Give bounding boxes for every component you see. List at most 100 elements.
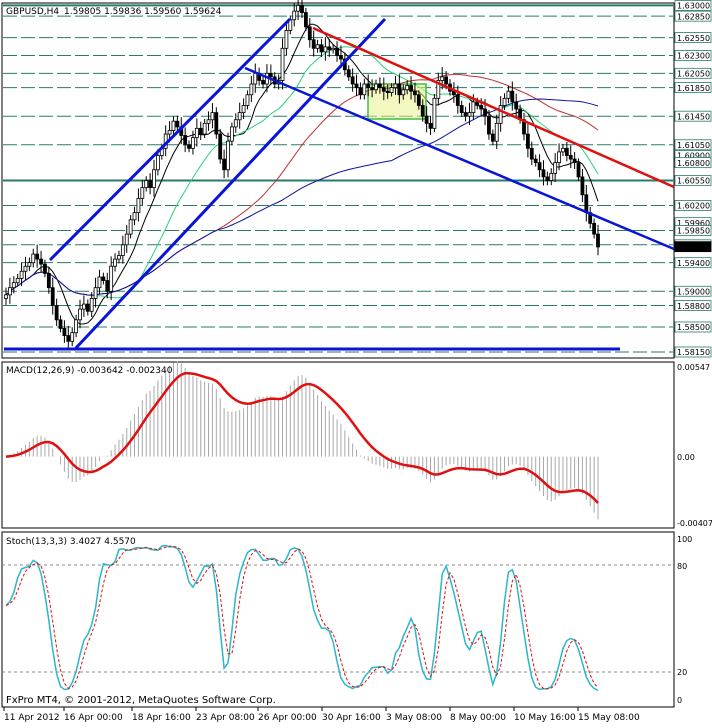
svg-text:1.60550: 1.60550 <box>677 177 710 186</box>
candle <box>113 253 117 272</box>
macd-panel[interactable] <box>1 361 675 529</box>
svg-text:1.59960: 1.59960 <box>677 219 710 228</box>
candle <box>424 106 429 133</box>
candle <box>362 78 367 100</box>
candle <box>487 109 491 140</box>
candle <box>537 154 542 178</box>
down-trendline[interactable] <box>244 66 675 251</box>
candle <box>226 132 230 178</box>
candle <box>397 74 402 104</box>
candle <box>296 0 301 21</box>
stoch-tick-20: 20 <box>677 668 687 677</box>
candle <box>572 151 577 170</box>
channel-upper-line[interactable] <box>48 17 292 262</box>
time-label: 30 Apr 16:00 <box>322 713 381 723</box>
candle <box>175 115 180 132</box>
time-label: 23 Apr 08:00 <box>196 713 255 723</box>
candle <box>35 244 40 268</box>
candle <box>19 262 24 287</box>
candle <box>171 116 176 135</box>
candle <box>11 276 16 294</box>
candle <box>194 118 199 147</box>
candle <box>109 256 114 301</box>
candle <box>183 127 188 153</box>
candle <box>206 111 211 131</box>
candle <box>494 114 499 150</box>
svg-text:1.62550: 1.62550 <box>677 34 710 43</box>
stoch-tick-0: 0 <box>677 696 682 705</box>
price-label: 1.58500 <box>674 321 712 333</box>
price-label: 1.59400 <box>674 257 712 269</box>
macd-tick-bottom: -0.00407 <box>677 519 712 528</box>
candle <box>366 74 371 97</box>
svg-text:1.62850: 1.62850 <box>677 12 710 21</box>
svg-text:1.61450: 1.61450 <box>677 112 710 121</box>
stoch-panel[interactable] <box>1 531 675 708</box>
candle <box>27 257 32 271</box>
candle <box>545 171 550 186</box>
candle <box>78 299 82 329</box>
candle <box>506 85 511 104</box>
candle <box>101 272 106 285</box>
candle <box>307 17 312 48</box>
candle <box>420 99 425 122</box>
candle <box>50 277 55 315</box>
candle <box>292 3 297 27</box>
candle <box>132 206 137 226</box>
candle <box>124 225 129 253</box>
candle <box>311 30 316 57</box>
candle <box>245 90 250 110</box>
candle <box>401 84 406 100</box>
candle <box>564 141 569 162</box>
candle <box>385 84 390 99</box>
candle <box>350 68 355 92</box>
candle <box>4 287 8 305</box>
price-label: 1.63000 <box>674 0 712 11</box>
time-label: 8 May 00:00 <box>450 713 506 723</box>
candle <box>15 273 20 287</box>
candle <box>561 143 565 156</box>
svg-text:1.61850: 1.61850 <box>677 84 710 93</box>
svg-text:1.58800: 1.58800 <box>677 302 710 311</box>
candle <box>541 160 546 186</box>
candle <box>432 94 437 133</box>
candle <box>557 143 561 171</box>
candle <box>191 130 195 155</box>
svg-text:1.62050: 1.62050 <box>677 70 710 79</box>
candle <box>319 39 324 58</box>
channel-lower-line[interactable] <box>73 17 387 351</box>
candle <box>370 79 375 98</box>
stoch-main-line <box>5 544 599 692</box>
svg-text:1.59850: 1.59850 <box>677 227 710 236</box>
macd-tick-zero: 0.00 <box>677 453 695 462</box>
candle <box>303 7 308 32</box>
candle <box>510 81 515 111</box>
candle <box>502 93 507 111</box>
candle <box>459 100 464 117</box>
candle <box>218 128 223 164</box>
resistance-trendline[interactable] <box>312 26 675 189</box>
candle <box>268 64 273 85</box>
candle <box>144 176 149 192</box>
price-candles <box>4 0 600 350</box>
current-price-label: 1.59624 <box>674 241 712 253</box>
svg-text:1.59624: 1.59624 <box>677 243 710 252</box>
time-label: 10 May 16:00 <box>514 713 576 723</box>
time-label: 18 Apr 16:00 <box>132 713 191 723</box>
time-axis: 11 Apr 2012 16 Apr 00:00 18 Apr 16:00 23 Ap… <box>3 707 640 723</box>
time-label: 11 Apr 2012 <box>4 713 60 723</box>
candle <box>202 118 207 139</box>
candle <box>514 93 519 117</box>
candle <box>128 215 133 239</box>
candle <box>327 38 332 57</box>
candle <box>214 107 219 139</box>
candle <box>280 38 285 90</box>
ohlc-readout: 1.59805 1.59836 1.59560 1.59624 <box>64 7 222 17</box>
candle <box>335 41 339 62</box>
candle <box>553 153 558 182</box>
stoch-signal-line <box>5 545 599 690</box>
svg-text:1.63000: 1.63000 <box>677 2 710 11</box>
